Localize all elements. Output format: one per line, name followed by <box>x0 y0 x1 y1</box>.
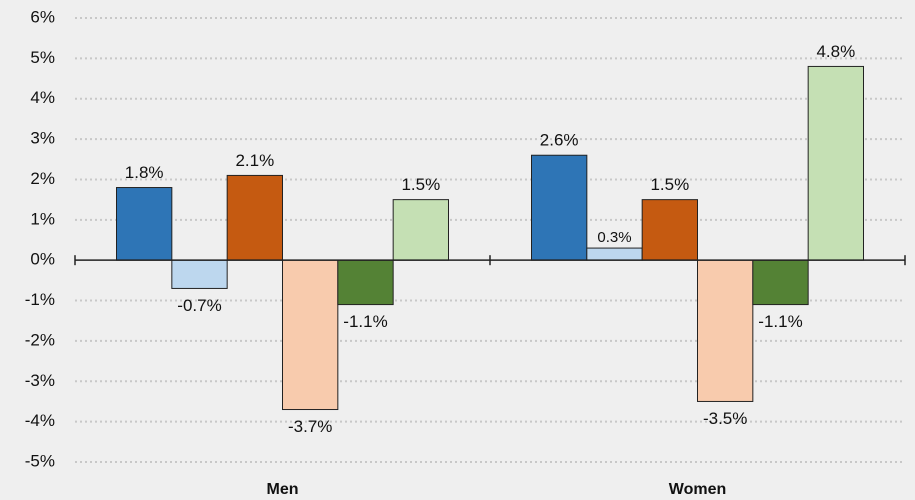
y-tick-label: -1% <box>25 290 55 309</box>
y-tick-label: 4% <box>30 88 55 107</box>
data-label: 4.8% <box>816 42 855 61</box>
bar <box>641 199 699 261</box>
bar <box>531 154 588 261</box>
y-tick-label: -2% <box>25 330 55 349</box>
bar <box>337 259 394 306</box>
bar <box>226 174 284 261</box>
y-tick-label: 1% <box>30 209 55 228</box>
bar <box>697 259 754 402</box>
bar <box>171 259 228 289</box>
data-label: 1.5% <box>650 175 689 194</box>
y-tick-label: 5% <box>30 48 55 67</box>
data-label: 2.1% <box>235 151 274 170</box>
bar <box>392 199 449 261</box>
bar <box>807 65 865 261</box>
bar <box>282 259 339 411</box>
data-label: -3.5% <box>703 409 747 428</box>
data-label: 1.8% <box>125 163 164 182</box>
bar <box>586 247 643 261</box>
y-tick-label: -4% <box>25 411 55 430</box>
data-label: 1.5% <box>401 175 440 194</box>
y-tick-label: 0% <box>30 250 55 269</box>
y-tick-label: -3% <box>25 371 55 390</box>
bar <box>116 187 173 261</box>
bar <box>752 259 809 306</box>
y-tick-label: 3% <box>30 129 55 148</box>
y-tick-label: 2% <box>30 169 55 188</box>
y-tick-label: 6% <box>30 7 55 26</box>
data-label: 0.3% <box>597 229 631 246</box>
data-label: -1.1% <box>758 312 802 331</box>
y-tick-label: -5% <box>25 451 55 470</box>
data-label: -1.1% <box>343 312 387 331</box>
data-label: -3.7% <box>288 417 332 436</box>
data-label: 2.6% <box>540 131 579 150</box>
data-label: -0.7% <box>177 296 221 315</box>
x-tick-label: Men <box>267 481 299 498</box>
x-tick-label: Women <box>669 481 726 498</box>
